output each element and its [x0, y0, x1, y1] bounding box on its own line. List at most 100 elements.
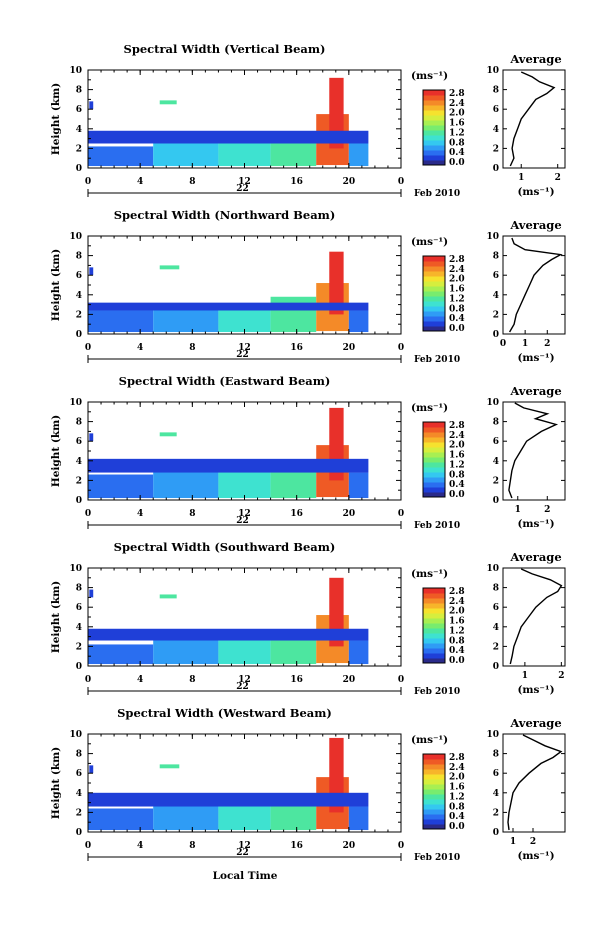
date-label: 22 — [236, 350, 249, 360]
colorbar-segment — [423, 633, 445, 639]
colorbar-frame — [422, 421, 446, 498]
heatmap-cell — [89, 589, 94, 598]
colorbar-segment — [423, 95, 445, 101]
colorbar-segment — [423, 799, 445, 805]
colorbar-tick-label: 0.4 — [449, 646, 465, 656]
x-tick-label: 20 — [343, 675, 356, 685]
x-tick-label: 4 — [137, 343, 143, 353]
average-title: Average — [509, 550, 561, 564]
colorbar-tick-label: 1.2 — [449, 792, 465, 802]
colorbar-segment — [423, 613, 445, 619]
colorbar-tick-label: 2.0 — [449, 275, 465, 285]
average-profile-line — [509, 568, 563, 665]
x-tick-label: 0 — [398, 675, 404, 685]
heatmap-cell — [89, 101, 94, 110]
colorbar-tick-label: 0.8 — [449, 470, 465, 480]
x-tick-label: 12 — [238, 841, 251, 851]
colorbar-segment — [423, 90, 445, 96]
average-y-tick-label: 4 — [493, 623, 499, 633]
y-tick-label: 0 — [76, 828, 82, 838]
y-axis-label: Height (km) — [50, 249, 62, 321]
y-tick-label: 4 — [76, 789, 82, 799]
colorbar-segment — [423, 427, 445, 433]
x-tick-label: 4 — [137, 509, 143, 519]
colorbar-tick-label: 0.4 — [449, 314, 465, 324]
x-tick-label: 16 — [290, 841, 303, 851]
colorbar-segment — [423, 774, 445, 780]
colorbar-segment — [423, 462, 445, 468]
month-label: Feb 2010 — [414, 521, 460, 531]
heatmap-cell — [153, 306, 219, 333]
x-tick-label: 0 — [85, 675, 91, 685]
colorbar-segment — [423, 150, 445, 156]
average-y-tick-label: 2 — [493, 642, 499, 652]
average-profile-line — [507, 734, 563, 831]
colorbar-segment — [423, 437, 445, 443]
y-tick-label: 2 — [76, 310, 82, 320]
y-tick-label: 8 — [76, 252, 82, 262]
date-label: 22 — [236, 682, 249, 692]
colorbar-tick-label: 2.8 — [449, 89, 465, 99]
average-y-tick-label: 8 — [493, 86, 499, 96]
heatmap-cell — [348, 143, 369, 167]
colorbar-tick-label: 1.6 — [449, 451, 465, 461]
heatmap-cell — [88, 302, 369, 311]
colorbar-tick-label: 0.8 — [449, 304, 465, 314]
colorbar-frame — [422, 753, 446, 830]
date-label: 22 — [236, 184, 249, 194]
colorbar-segment — [423, 658, 445, 664]
heatmap-cell — [218, 468, 271, 499]
colorbar-tick-label: 2.0 — [449, 441, 465, 451]
colorbar-segment — [423, 477, 445, 483]
heatmap-cell — [153, 470, 219, 499]
month-label: Feb 2010 — [414, 687, 460, 697]
colorbar-segment — [423, 487, 445, 493]
colorbar-segment — [423, 789, 445, 795]
y-tick-label: 0 — [76, 496, 82, 506]
heatmap-cell — [153, 142, 219, 167]
y-tick-label: 4 — [76, 457, 82, 467]
x-tick-label: 4 — [137, 675, 143, 685]
heatmap-cell — [88, 644, 154, 665]
colorbar-tick-label: 2.8 — [449, 421, 465, 431]
colorbar-segment — [423, 472, 445, 478]
colorbar-tick-label: 2.0 — [449, 109, 465, 119]
x-tick-label: 16 — [290, 675, 303, 685]
y-tick-label: 2 — [76, 808, 82, 818]
colorbar-segment — [423, 311, 445, 317]
colorbar-segment — [423, 281, 445, 287]
colorbar-tick-label: 1.2 — [449, 294, 465, 304]
average-x-tick-label: 1 — [510, 837, 516, 847]
colorbar-tick-label: 1.6 — [449, 783, 465, 793]
month-label: Feb 2010 — [414, 189, 460, 199]
average-x-tick-label: 2 — [558, 671, 564, 681]
heatmap-cell — [329, 251, 344, 315]
average-y-tick-label: 0 — [493, 662, 499, 672]
colorbar-segment — [423, 623, 445, 629]
heatmap-cell — [89, 765, 94, 774]
x-tick-label: 4 — [137, 177, 143, 187]
panel-title: Spectral Width (Vertical Beam) — [124, 42, 326, 56]
colorbar-segment — [423, 784, 445, 790]
colorbar-segment — [423, 608, 445, 614]
colorbar-segment — [423, 754, 445, 760]
average-x-tick-label: 2 — [544, 339, 550, 349]
colorbar-segment — [423, 588, 445, 594]
heatmap-cell — [88, 458, 369, 473]
x-tick-label: 4 — [137, 841, 143, 851]
colorbar-tick-label: 1.2 — [449, 626, 465, 636]
x-tick-label: 8 — [189, 177, 195, 187]
average-title: Average — [509, 384, 561, 398]
y-tick-label: 4 — [76, 291, 82, 301]
x-tick-label: 0 — [85, 343, 91, 353]
y-tick-label: 10 — [69, 730, 82, 740]
average-frame — [502, 567, 566, 667]
colorbar-segment — [423, 457, 445, 463]
heatmap-cell — [88, 130, 369, 144]
colorbar-segment — [423, 648, 445, 654]
colorbar-segment — [423, 628, 445, 634]
colorbar-segment — [423, 452, 445, 458]
average-x-tick-label: 0 — [500, 339, 506, 349]
colorbar-segment — [423, 286, 445, 292]
x-tick-label: 20 — [343, 343, 356, 353]
